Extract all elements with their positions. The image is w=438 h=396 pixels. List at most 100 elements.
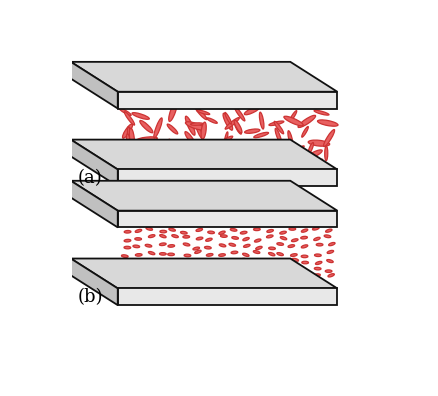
Ellipse shape bbox=[206, 262, 212, 265]
Ellipse shape bbox=[219, 254, 226, 256]
Ellipse shape bbox=[301, 283, 307, 286]
Ellipse shape bbox=[219, 231, 225, 234]
Ellipse shape bbox=[124, 246, 131, 249]
Ellipse shape bbox=[120, 283, 127, 285]
Polygon shape bbox=[71, 62, 118, 109]
Ellipse shape bbox=[158, 278, 165, 281]
Ellipse shape bbox=[244, 284, 251, 287]
Polygon shape bbox=[118, 211, 337, 227]
Ellipse shape bbox=[133, 245, 140, 248]
Ellipse shape bbox=[157, 269, 164, 272]
Ellipse shape bbox=[219, 268, 226, 270]
Ellipse shape bbox=[119, 108, 131, 115]
Polygon shape bbox=[71, 62, 337, 92]
Ellipse shape bbox=[219, 136, 233, 145]
Ellipse shape bbox=[269, 121, 284, 126]
Ellipse shape bbox=[325, 146, 328, 161]
Ellipse shape bbox=[254, 239, 261, 242]
Ellipse shape bbox=[301, 229, 308, 232]
Ellipse shape bbox=[195, 250, 201, 253]
Ellipse shape bbox=[234, 120, 242, 133]
Ellipse shape bbox=[185, 131, 194, 144]
Ellipse shape bbox=[194, 106, 207, 120]
Ellipse shape bbox=[265, 262, 271, 265]
Ellipse shape bbox=[290, 110, 297, 122]
Ellipse shape bbox=[146, 227, 152, 230]
Ellipse shape bbox=[191, 123, 203, 125]
Ellipse shape bbox=[140, 120, 153, 133]
Ellipse shape bbox=[254, 228, 260, 230]
Ellipse shape bbox=[146, 276, 152, 278]
Ellipse shape bbox=[168, 245, 175, 247]
Ellipse shape bbox=[315, 261, 322, 265]
Polygon shape bbox=[71, 140, 118, 186]
Ellipse shape bbox=[289, 228, 296, 230]
Ellipse shape bbox=[232, 156, 242, 164]
Ellipse shape bbox=[181, 262, 187, 265]
Ellipse shape bbox=[230, 261, 237, 264]
Ellipse shape bbox=[229, 277, 235, 280]
Ellipse shape bbox=[208, 231, 215, 234]
Ellipse shape bbox=[232, 283, 238, 286]
Ellipse shape bbox=[247, 154, 256, 166]
Ellipse shape bbox=[302, 127, 308, 137]
Ellipse shape bbox=[171, 278, 177, 281]
Ellipse shape bbox=[276, 154, 296, 159]
Ellipse shape bbox=[291, 239, 298, 242]
Ellipse shape bbox=[254, 274, 260, 277]
Ellipse shape bbox=[288, 245, 295, 248]
Ellipse shape bbox=[244, 278, 251, 281]
Text: (a): (a) bbox=[78, 169, 103, 187]
Ellipse shape bbox=[280, 236, 287, 240]
Ellipse shape bbox=[145, 244, 152, 247]
Ellipse shape bbox=[256, 246, 262, 249]
Ellipse shape bbox=[280, 231, 286, 234]
Ellipse shape bbox=[147, 261, 154, 263]
Ellipse shape bbox=[327, 250, 334, 253]
Ellipse shape bbox=[241, 267, 248, 270]
Ellipse shape bbox=[168, 253, 174, 256]
Ellipse shape bbox=[254, 132, 268, 138]
Ellipse shape bbox=[325, 229, 332, 232]
Ellipse shape bbox=[325, 285, 332, 287]
Ellipse shape bbox=[204, 285, 211, 288]
Ellipse shape bbox=[324, 235, 331, 238]
Ellipse shape bbox=[230, 228, 237, 231]
Ellipse shape bbox=[196, 237, 203, 240]
Ellipse shape bbox=[177, 142, 191, 149]
Ellipse shape bbox=[154, 118, 162, 138]
Ellipse shape bbox=[280, 282, 287, 285]
Ellipse shape bbox=[184, 274, 190, 277]
Ellipse shape bbox=[277, 253, 283, 256]
Ellipse shape bbox=[254, 284, 260, 287]
Ellipse shape bbox=[135, 253, 142, 256]
Ellipse shape bbox=[264, 286, 271, 289]
Ellipse shape bbox=[185, 122, 205, 130]
Ellipse shape bbox=[292, 258, 299, 261]
Ellipse shape bbox=[328, 274, 334, 277]
Ellipse shape bbox=[290, 274, 296, 276]
Ellipse shape bbox=[290, 254, 297, 257]
Ellipse shape bbox=[314, 110, 329, 115]
Ellipse shape bbox=[288, 131, 293, 147]
Ellipse shape bbox=[264, 141, 275, 148]
Ellipse shape bbox=[121, 255, 128, 257]
Ellipse shape bbox=[196, 228, 202, 231]
Ellipse shape bbox=[127, 127, 130, 139]
Ellipse shape bbox=[135, 275, 142, 278]
Ellipse shape bbox=[124, 239, 131, 242]
Ellipse shape bbox=[268, 247, 276, 249]
Ellipse shape bbox=[276, 277, 283, 280]
Ellipse shape bbox=[133, 268, 139, 271]
Ellipse shape bbox=[314, 254, 321, 257]
Ellipse shape bbox=[183, 243, 190, 246]
Ellipse shape bbox=[244, 129, 260, 133]
Ellipse shape bbox=[124, 230, 131, 233]
Ellipse shape bbox=[325, 270, 332, 272]
Ellipse shape bbox=[206, 253, 213, 256]
Ellipse shape bbox=[243, 253, 249, 257]
Ellipse shape bbox=[132, 112, 149, 119]
Ellipse shape bbox=[303, 274, 310, 277]
Ellipse shape bbox=[302, 261, 308, 264]
Ellipse shape bbox=[314, 283, 320, 286]
